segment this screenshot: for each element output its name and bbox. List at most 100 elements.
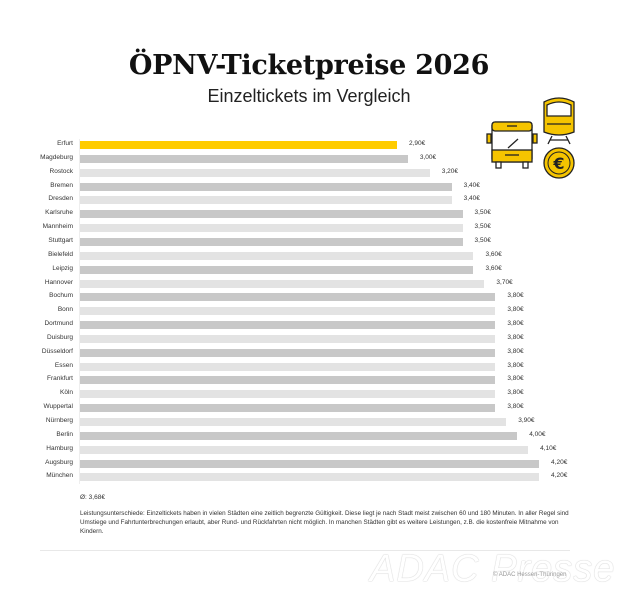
bar <box>80 265 474 274</box>
watermark: ADAC Presse <box>370 548 616 590</box>
svg-text:€: € <box>552 154 564 173</box>
bar-row: Nürnberg 3,90€ <box>0 416 618 430</box>
bar-row: Hannover 3,70€ <box>0 278 618 292</box>
copyright: © ADAC Hessen-Thüringen <box>493 572 567 578</box>
train-icon <box>543 97 575 145</box>
value-label: 3,80€ <box>507 333 524 341</box>
bus-icon <box>486 121 538 169</box>
city-label: Duisburg <box>46 333 73 341</box>
city-label: Hannover <box>44 278 73 286</box>
bar-row: München 4,20€ <box>0 471 618 485</box>
bar <box>80 404 496 413</box>
city-label: Frankfurt <box>46 375 73 383</box>
value-label: 3,80€ <box>507 347 524 355</box>
value-label: 3,60€ <box>485 250 502 258</box>
transport-icons: € <box>486 92 586 182</box>
chart-title: ÖPNV-Ticketpreise 2026 <box>128 50 490 81</box>
value-label: 3,80€ <box>507 389 524 397</box>
city-label: Karlsruhe <box>45 209 73 217</box>
bar <box>80 348 496 357</box>
city-label: Leipzig <box>52 264 73 272</box>
bar-row: Erfurt 2,90€ <box>0 139 618 153</box>
city-label: Bielefeld <box>48 250 73 258</box>
bar-row: Stuttgart 3,50€ <box>0 236 618 250</box>
bar-row: Dortmund 3,80€ <box>0 319 618 333</box>
city-label: Nürnberg <box>45 417 73 424</box>
value-label: 3,80€ <box>507 361 524 369</box>
bar <box>80 307 496 316</box>
value-label: 3,90€ <box>518 417 535 424</box>
value-label: 3,50€ <box>474 209 491 217</box>
bar-row: Frankfurt 3,80€ <box>0 374 618 388</box>
bar <box>80 321 496 330</box>
city-label: Wuppertal <box>43 403 73 411</box>
value-label: 3,60€ <box>485 264 502 272</box>
city-label: Berlin <box>56 430 73 438</box>
value-label: 3,80€ <box>507 375 524 383</box>
bar <box>80 237 463 246</box>
euro-coin-icon: € <box>543 147 575 179</box>
bar <box>80 390 496 399</box>
city-label: Bochum <box>49 292 73 300</box>
bar-row: Wuppertal 3,80€ <box>0 402 618 416</box>
bar <box>80 293 496 302</box>
value-label: 3,50€ <box>474 223 491 231</box>
bar-row: Bielefeld 3,60€ <box>0 250 618 264</box>
bar-row: Mannheim 3,50€ <box>0 222 618 236</box>
bar-row: Köln 3,80€ <box>0 388 618 402</box>
city-label: Rostock <box>49 167 73 175</box>
bar-row: Düsseldorf 3,80€ <box>0 347 618 361</box>
city-label: Mannheim <box>42 223 73 231</box>
city-label: Hamburg <box>46 444 73 452</box>
bar <box>80 459 540 468</box>
bar-row: Bremen 3,40€ <box>0 181 618 195</box>
value-label: 3,70€ <box>496 278 513 286</box>
footnote: Leistungsunterschiede: Einzeltickets hab… <box>80 510 569 535</box>
bar-row: Berlin 4,00€ <box>0 430 618 444</box>
bar <box>80 251 474 260</box>
city-label: München <box>46 472 73 480</box>
bar <box>80 279 485 288</box>
city-label: Essen <box>54 361 73 369</box>
city-label: Augsburg <box>45 458 73 466</box>
city-label: Düsseldorf <box>41 347 73 355</box>
city-label: Köln <box>59 389 73 397</box>
average-annotation: Ø: 3,68€ <box>80 494 105 501</box>
bar-row: Dresden 3,40€ <box>0 194 618 208</box>
value-label: 3,50€ <box>474 236 491 244</box>
value-label: 3,40€ <box>463 181 480 189</box>
city-label: Dresden <box>48 195 73 203</box>
value-label: 3,80€ <box>507 292 524 300</box>
bar <box>80 196 452 205</box>
value-label: 3,40€ <box>463 195 480 203</box>
value-label: 3,80€ <box>507 403 524 411</box>
bar <box>80 418 507 426</box>
bar-row: Rostock 3,20€ <box>0 167 618 181</box>
bar-row: Augsburg 4,20€ <box>0 458 618 472</box>
city-label: Erfurt <box>57 140 73 147</box>
footer-divider <box>40 550 570 551</box>
bar <box>80 168 430 177</box>
bar-row: Duisburg 3,80€ <box>0 333 618 347</box>
bar <box>80 141 397 149</box>
bar-row: Karlsruhe 3,50€ <box>0 208 618 222</box>
bar-row: Hamburg 4,10€ <box>0 444 618 458</box>
city-label: Magdeburg <box>40 153 73 161</box>
value-label: 4,20€ <box>551 458 568 466</box>
bar <box>80 224 463 233</box>
value-label: 3,80€ <box>507 306 524 314</box>
bar <box>80 431 518 440</box>
chart-subtitle: Einzeltickets im Vergleich <box>207 86 411 106</box>
city-label: Bremen <box>50 181 73 189</box>
bar-row: Bochum 3,80€ <box>0 291 618 305</box>
bar <box>80 154 408 163</box>
bar <box>80 334 496 343</box>
bar <box>80 376 496 385</box>
bar <box>80 473 540 482</box>
bar <box>80 182 452 191</box>
bar <box>80 210 463 219</box>
value-label: 3,00€ <box>419 153 437 161</box>
value-label: 3,20€ <box>441 167 459 175</box>
city-label: Dortmund <box>44 320 73 328</box>
value-label: 4,10€ <box>540 444 557 452</box>
